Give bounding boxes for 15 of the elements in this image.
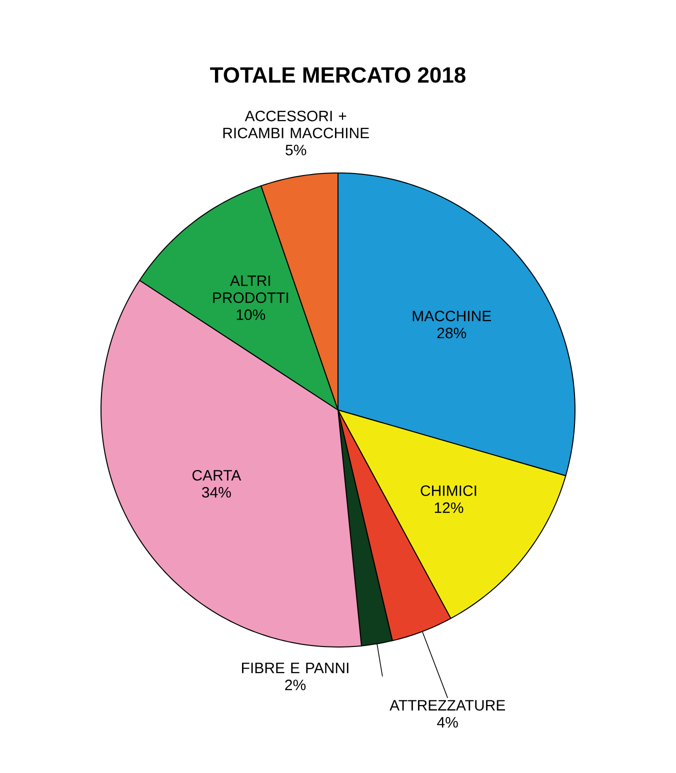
chart-title: TOTALE MERCATO 2018: [210, 67, 466, 83]
slice-label: MACCHINE: [412, 310, 491, 322]
slice-label: ALTRI PRODOTTI: [213, 276, 288, 304]
data-label: 10%: [236, 309, 266, 320]
data-label: 2%: [285, 680, 306, 690]
data-label: 12%: [434, 502, 464, 513]
data-label: 34%: [202, 486, 231, 498]
slice-label: ACCESSORI + RICAMBI MACCHINE: [223, 110, 369, 138]
slice-label: CARTA: [192, 470, 242, 481]
data-label: 4%: [437, 717, 458, 728]
slice-label: CHIMICI: [420, 485, 476, 496]
data-label: 28%: [437, 328, 466, 338]
slice-label: ATTREZZATURE: [390, 700, 506, 711]
legend-label: FIBRE E PANNI: [242, 662, 348, 674]
data-label: 5%: [286, 144, 306, 156]
